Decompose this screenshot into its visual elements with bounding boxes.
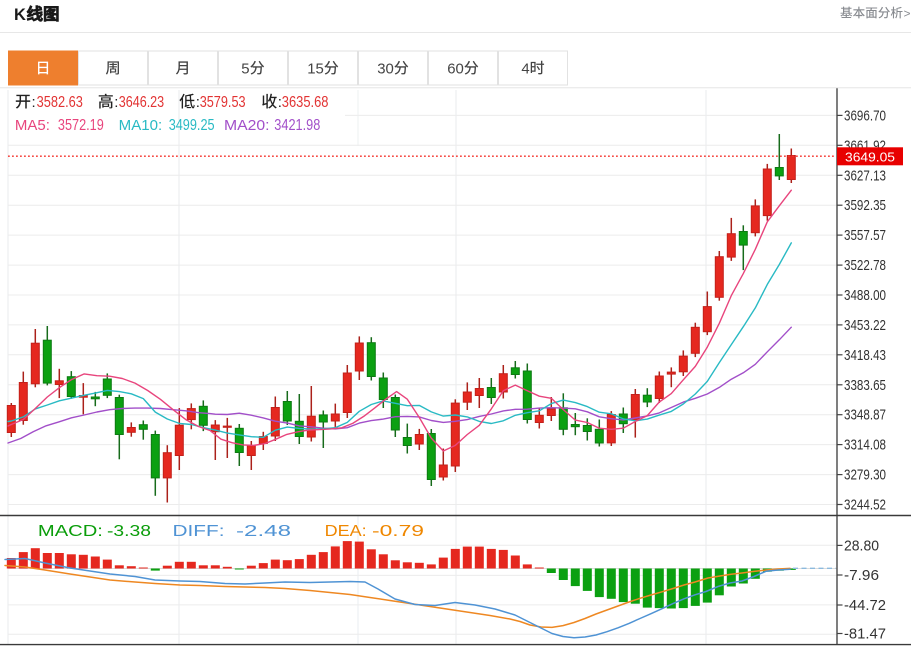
svg-text::: : bbox=[114, 94, 118, 111]
svg-text:3499.25: 3499.25 bbox=[169, 117, 215, 134]
svg-text:3418.43: 3418.43 bbox=[844, 347, 886, 364]
svg-text:K: K bbox=[14, 6, 26, 24]
svg-text:4: 4 bbox=[521, 60, 529, 77]
svg-text:30: 30 bbox=[377, 60, 394, 77]
svg-text:MA5:: MA5: bbox=[15, 117, 50, 134]
svg-text:-0.79: -0.79 bbox=[372, 523, 424, 540]
svg-text:3592.35: 3592.35 bbox=[844, 197, 886, 214]
svg-text::: : bbox=[278, 94, 282, 111]
svg-text:3453.22: 3453.22 bbox=[844, 317, 886, 334]
svg-text:15: 15 bbox=[307, 60, 324, 77]
svg-text:3572.19: 3572.19 bbox=[58, 117, 104, 134]
svg-text:3421.98: 3421.98 bbox=[274, 117, 320, 134]
svg-text:3579.53: 3579.53 bbox=[200, 94, 246, 111]
svg-text::: : bbox=[32, 94, 36, 111]
svg-text::: : bbox=[196, 94, 200, 111]
svg-text:3646.23: 3646.23 bbox=[119, 94, 165, 111]
svg-text:3488.00: 3488.00 bbox=[844, 287, 886, 304]
svg-text:3635.68: 3635.68 bbox=[282, 94, 329, 111]
svg-text:DEA:: DEA: bbox=[325, 523, 367, 540]
svg-text:3557.57: 3557.57 bbox=[844, 227, 886, 244]
svg-text:3314.08: 3314.08 bbox=[844, 437, 886, 454]
svg-text:3582.63: 3582.63 bbox=[37, 94, 83, 111]
svg-text:-81.47: -81.47 bbox=[844, 626, 886, 643]
svg-text:-2.48: -2.48 bbox=[236, 523, 291, 540]
svg-text:MA20:: MA20: bbox=[224, 117, 270, 134]
svg-text:3348.87: 3348.87 bbox=[844, 407, 886, 424]
svg-text:-7.96: -7.96 bbox=[844, 567, 879, 584]
svg-text:28.80: 28.80 bbox=[844, 537, 879, 554]
svg-text:-44.72: -44.72 bbox=[844, 597, 886, 614]
svg-text:3627.13: 3627.13 bbox=[844, 167, 886, 184]
svg-text:60: 60 bbox=[447, 60, 464, 77]
svg-text:3522.78: 3522.78 bbox=[844, 257, 886, 274]
svg-text:MA10:: MA10: bbox=[119, 117, 163, 134]
svg-text:-3.38: -3.38 bbox=[107, 523, 151, 540]
svg-text:>: > bbox=[904, 6, 911, 20]
svg-text:3696.70: 3696.70 bbox=[844, 107, 886, 124]
svg-text:3649.05: 3649.05 bbox=[845, 149, 895, 164]
svg-text:5: 5 bbox=[241, 60, 249, 77]
svg-text:3279.30: 3279.30 bbox=[844, 467, 886, 484]
svg-text:MACD:: MACD: bbox=[38, 523, 103, 540]
svg-text:3383.65: 3383.65 bbox=[844, 377, 886, 394]
svg-text:3244.52: 3244.52 bbox=[844, 497, 886, 514]
svg-text:DIFF:: DIFF: bbox=[173, 523, 225, 540]
